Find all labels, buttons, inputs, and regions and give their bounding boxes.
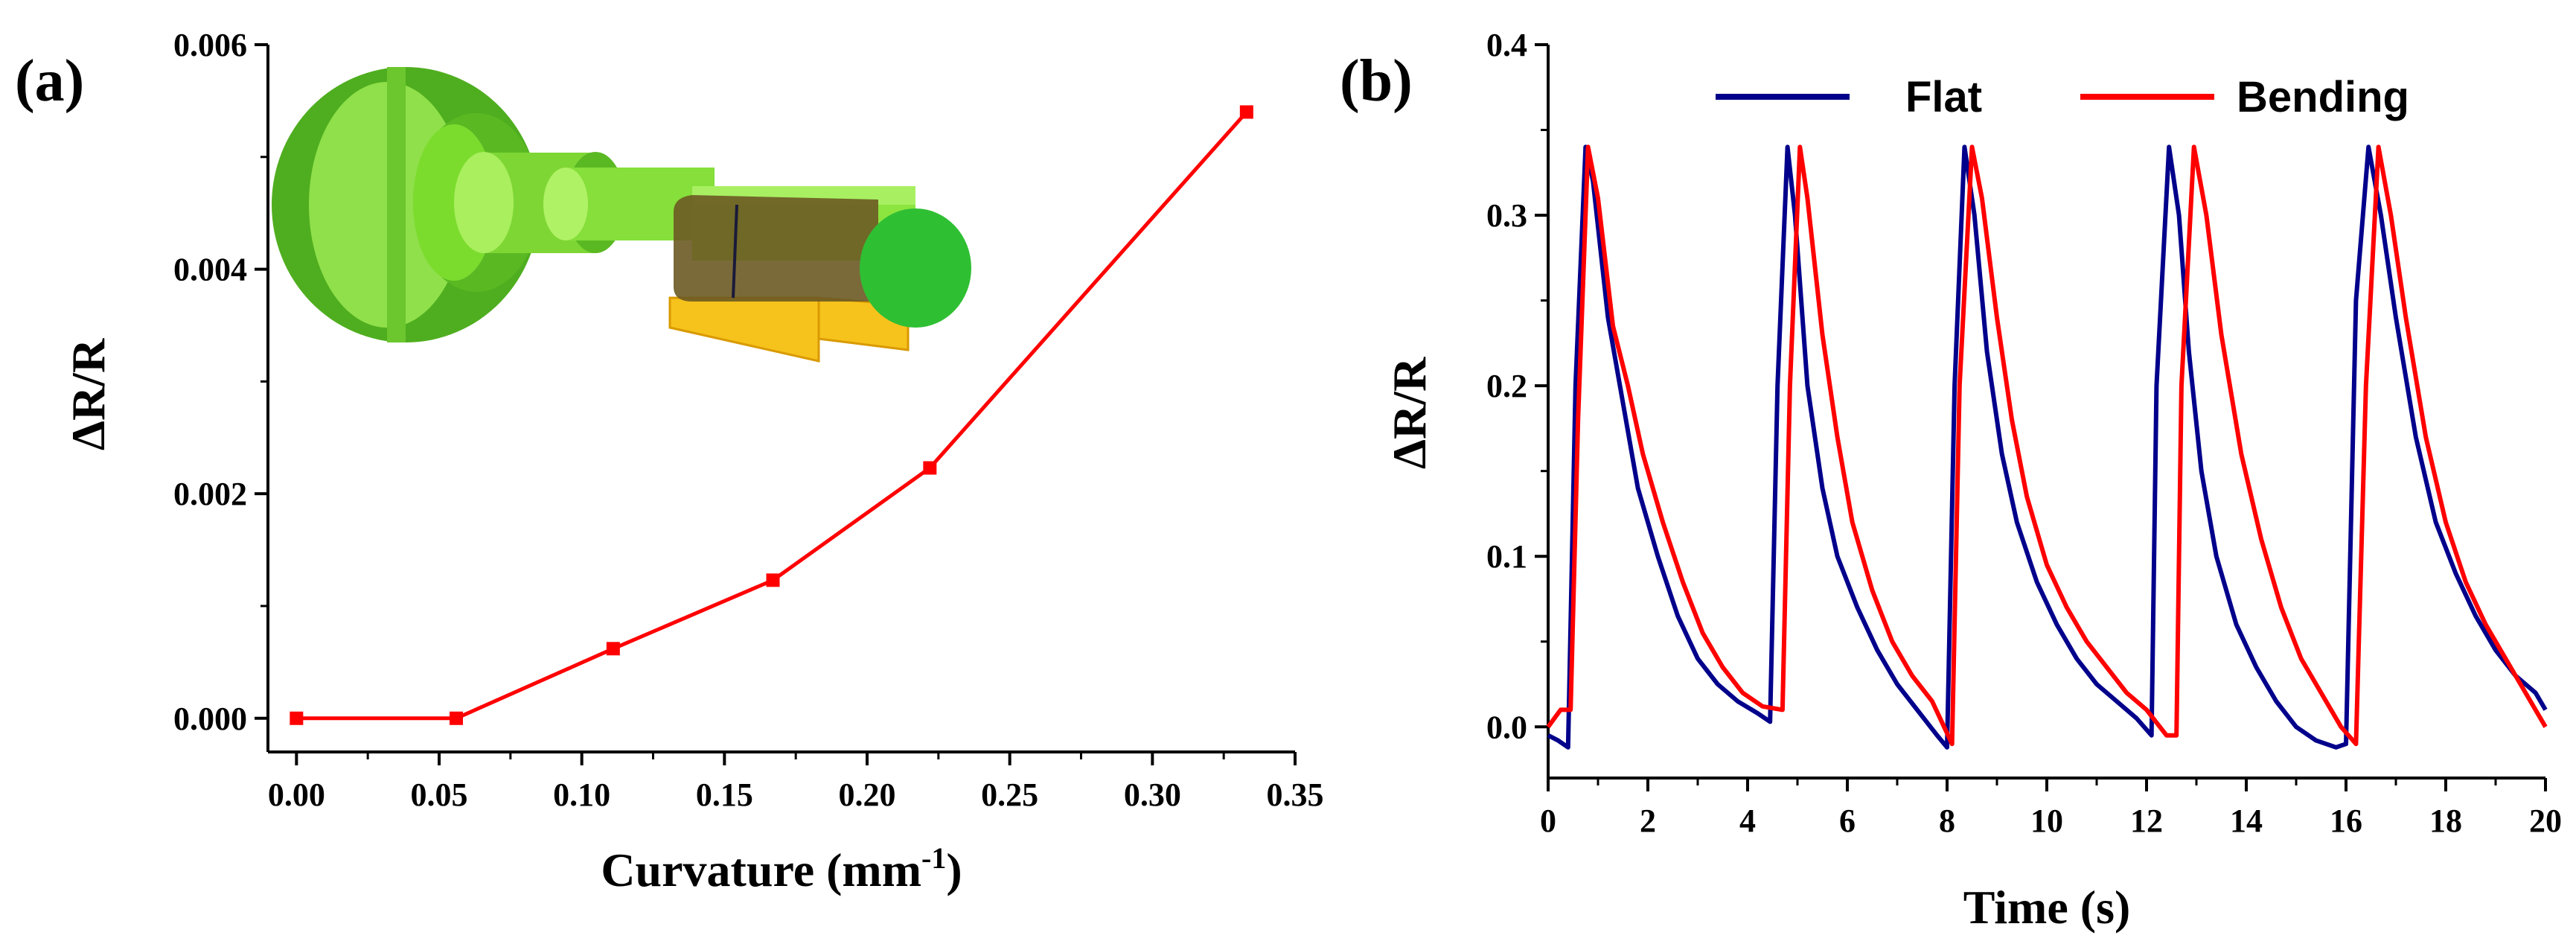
x-ticks-a: 0.00 0.05 0.10 0.15 0.20 0.25 0.30 0.35	[268, 752, 1324, 813]
x-tick-label-b: 8	[1939, 803, 1955, 839]
panel-b-label: (b)	[1340, 48, 1413, 114]
x-tick-label-b: 18	[2429, 803, 2462, 839]
y-ticks-b: 0.0 0.1 0.2 0.3 0.4	[1486, 27, 1548, 745]
x-tick-label-b: 12	[2130, 803, 2163, 839]
x-axis-title-a-sup: -1	[921, 841, 946, 875]
series-line--r-r	[296, 110, 1248, 721]
y-tick-label-a: 0.004	[173, 252, 247, 288]
series-b	[1546, 144, 2548, 750]
x-axis-title-a: Curvature (mm-1)	[601, 841, 962, 896]
bending-fixture-illustration	[272, 67, 971, 363]
y-axis-title-b: ΔR/R	[1383, 357, 1436, 469]
panel-a: (a)	[15, 27, 1324, 896]
y-tick-label-a: 0.002	[173, 476, 247, 512]
data-point-marker	[766, 573, 780, 587]
x-tick-label-a: 0.25	[981, 777, 1038, 813]
y-tick-label-a: 0.000	[173, 701, 247, 737]
sensor-electrode-line	[732, 204, 738, 299]
data-point-marker	[290, 711, 304, 725]
panel-b: (b) 0 2 4 6 8 10 12 14 16 18 20 0.0 0.1 0.2 0.3 0.4 Fl…	[1340, 27, 2562, 934]
x-tick-label-b: 20	[2529, 803, 2562, 839]
x-tick-label-a: 0.05	[411, 777, 468, 813]
y-ticks-a: 0.000 0.002 0.004 0.006	[173, 27, 268, 737]
x-tick-label-b: 6	[1839, 803, 1856, 839]
legend-flat-label: Flat	[1905, 73, 1982, 121]
x-axis-title-b: Time (s)	[1963, 881, 2131, 934]
fixture-large-disc-rim	[387, 67, 406, 342]
y-tick-label-b: 0.2	[1486, 368, 1527, 404]
y-tick-label-b: 0.0	[1486, 709, 1527, 745]
x-ticks-b: 0 2 4 6 8 10 12 14 16 18 20	[1540, 778, 2562, 839]
x-tick-label-b: 16	[2330, 803, 2362, 839]
x-tick-label-a: 0.10	[553, 777, 610, 813]
fixture-step-2-face	[454, 152, 514, 253]
series-line-flat	[1547, 144, 2548, 750]
y-tick-label-b: 0.1	[1486, 538, 1527, 575]
y-tick-label-a: 0.006	[173, 27, 247, 63]
data-point-marker	[1239, 105, 1253, 119]
y-axis-title-a: ΔR/R	[62, 338, 115, 450]
data-point-marker	[450, 711, 463, 725]
fixture-rod-end-cap	[860, 208, 971, 328]
x-tick-label-a: 0.35	[1267, 777, 1324, 813]
x-tick-label-b: 2	[1640, 803, 1656, 839]
x-tick-label-b: 0	[1540, 803, 1556, 839]
series-a	[290, 105, 1253, 725]
x-tick-label-a: 0.20	[839, 777, 896, 813]
data-point-marker	[606, 642, 620, 656]
x-tick-label-a: 0.00	[268, 777, 325, 813]
sensor-wrapped	[674, 195, 878, 302]
y-tick-label-b: 0.3	[1486, 197, 1527, 234]
x-tick-label-b: 10	[2030, 803, 2063, 839]
series-line-bending	[1546, 144, 2548, 747]
x-tick-label-b: 4	[1739, 803, 1756, 839]
x-tick-label-a: 0.15	[696, 777, 753, 813]
x-tick-label-a: 0.30	[1124, 777, 1181, 813]
x-tick-label-b: 14	[2230, 803, 2263, 839]
x-axis-title-a-close: )	[946, 844, 962, 896]
sensor-film-bottom	[668, 296, 820, 363]
fixture-step-3-face	[543, 168, 588, 240]
legend-bending-label: Bending	[2237, 73, 2409, 121]
axes-a: 0.00 0.05 0.10 0.15 0.20 0.25 0.30 0.35 0.0000.…	[173, 27, 1324, 813]
x-axis-title-a-main: Curvature (mm	[601, 844, 921, 896]
panel-a-label: (a)	[15, 48, 84, 114]
y-tick-label-b: 0.4	[1486, 27, 1527, 63]
legend-b: Flat Bending	[1716, 73, 2409, 121]
axes-b: 0 2 4 6 8 10 12 14 16 18 20 0.0 0.1 0.2 0.3 0.4	[1486, 27, 2562, 839]
data-point-marker	[923, 461, 937, 475]
